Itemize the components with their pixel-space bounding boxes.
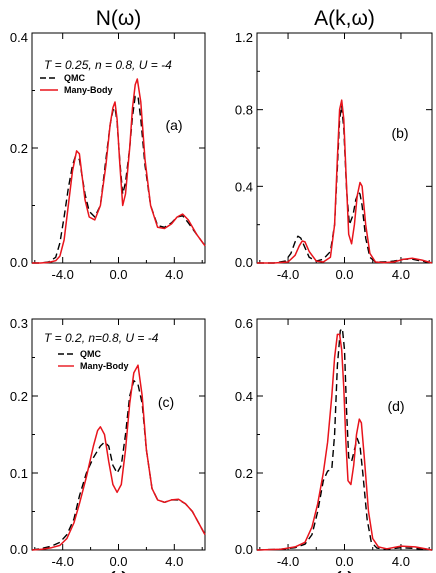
legend-many-body-label: Many-Body xyxy=(80,361,129,371)
y-tick-label: 0.2 xyxy=(10,141,28,156)
panel-label: (a) xyxy=(165,117,182,133)
y-tick-label: 0.3 xyxy=(10,316,28,331)
legend-many-body-label: Many-Body xyxy=(64,85,113,95)
panel-c: -4.0 0.0 4.0 0.0 0.1 0.2 0.3 ω (c) T = 0.2, n=0.8… xyxy=(10,316,206,573)
x-tick-label: 0.0 xyxy=(335,267,353,282)
y-tick-label: 0.0 xyxy=(235,255,253,270)
plot-frame xyxy=(31,318,206,551)
y-tick-label: 0.0 xyxy=(10,542,28,557)
y-tick-label: 0.2 xyxy=(10,389,28,404)
x-tick-label: 0.0 xyxy=(109,267,127,282)
y-tick-label: 0.6 xyxy=(235,316,253,331)
panel-b: -4.0 0.0 4.0 0.0 0.4 0.8 1.2 A(k,ω) (b) xyxy=(235,7,433,282)
y-tick-label: 0.0 xyxy=(235,542,253,557)
legend-qmc-label: QMC xyxy=(80,349,101,359)
y-tick-label: 0.4 xyxy=(235,179,253,194)
qmc-line xyxy=(256,327,433,551)
y-tick-label: 0.8 xyxy=(235,103,253,118)
y-tick-label: 0.1 xyxy=(10,466,28,481)
y-tick-label: 0.4 xyxy=(235,389,253,404)
y-tick-label: 0.2 xyxy=(235,466,253,481)
panel-a: -4.0 0.0 4.0 0.0 0.2 0.4 N(ω) (a) T = 0.25, n = … xyxy=(10,7,206,282)
x-tick-label: 4.0 xyxy=(165,554,183,569)
many-body-line xyxy=(256,333,433,551)
panel-label: (b) xyxy=(391,125,408,141)
panel-title: A(k,ω) xyxy=(314,7,375,30)
x-tick-label: 0.0 xyxy=(109,554,127,569)
many-body-line xyxy=(257,99,433,264)
many-body-line xyxy=(31,364,206,551)
parameters-annotation: T = 0.2, n=0.8, U = -4 xyxy=(44,331,159,345)
legend-qmc-label: QMC xyxy=(64,73,85,83)
qmc-line xyxy=(31,379,206,551)
x-axis-label: ω xyxy=(110,565,126,573)
x-tick-label: -4.0 xyxy=(277,267,299,282)
x-tick-label: 4.0 xyxy=(165,267,183,282)
y-tick-label: 0.0 xyxy=(10,255,28,270)
parameters-annotation: T = 0.25, n = 0.8, U = -4 xyxy=(44,58,172,72)
x-tick-label: 4.0 xyxy=(392,267,410,282)
panel-label: (d) xyxy=(387,398,404,414)
y-tick-label: 0.4 xyxy=(10,30,28,45)
x-tick-label: -4.0 xyxy=(51,554,73,569)
x-axis-label: ω xyxy=(336,565,352,573)
x-tick-label: 4.0 xyxy=(392,554,410,569)
many-body-line xyxy=(32,78,206,264)
x-tick-label: -4.0 xyxy=(51,267,73,282)
panel-d: -4.0 0.0 4.0 0.0 0.2 0.4 0.6 ω (d) xyxy=(235,316,433,573)
panel-title: N(ω) xyxy=(96,7,142,30)
panel-label: (c) xyxy=(158,394,174,410)
x-tick-label: 0.0 xyxy=(335,554,353,569)
x-tick-label: -4.0 xyxy=(277,554,299,569)
y-tick-label: 1.2 xyxy=(235,30,253,45)
